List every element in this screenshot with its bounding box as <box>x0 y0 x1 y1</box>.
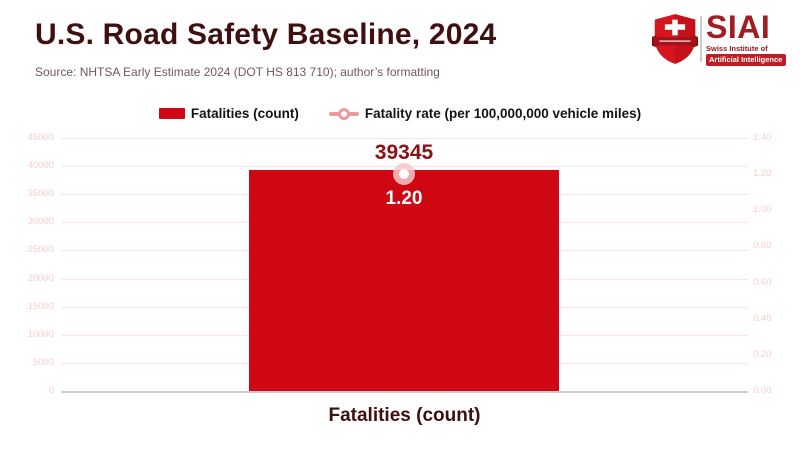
legend-label: Fatalities (count) <box>190 106 299 121</box>
legend-label: Fatality rate (per 100,000,000 vehicle m… <box>364 106 642 121</box>
left-axis-tick: 20000 <box>27 272 54 284</box>
left-axis-tick: 10000 <box>27 328 54 340</box>
fatality-rate-marker <box>393 163 415 186</box>
left-axis-tick: 0 <box>48 385 54 396</box>
right-axis-tick: 0.00 <box>753 385 772 396</box>
left-axis-tick: 15000 <box>27 300 54 312</box>
right-axis-tick: 0.20 <box>753 348 772 360</box>
line-dot-icon <box>328 107 359 120</box>
left-axis-tick: 25000 <box>27 244 54 256</box>
x-axis-title: Fatalities (count) <box>328 405 481 426</box>
right-axis-tick: 1.20 <box>753 168 772 180</box>
right-axis-tick: 1.40 <box>753 132 772 143</box>
legend: Fatalities (count) Fatality rate (per 10… <box>0 106 800 121</box>
right-axis-tick: 1.00 <box>753 204 772 216</box>
logo-subtitle-line1: Swiss Institute of <box>706 44 768 53</box>
left-axis-tick: 5000 <box>32 356 54 368</box>
h-gridline <box>61 138 748 139</box>
siai-logo: SIAI Swiss Institute of Artificial Intel… <box>652 9 787 67</box>
legend-item-fatality-rate[interactable]: Fatality rate (per 100,000,000 vehicle m… <box>328 106 642 121</box>
source-note: Source: NHTSA Early Estimate 2024 (DOT H… <box>35 65 440 79</box>
left-axis-tick: 40000 <box>27 160 54 172</box>
x-axis-line <box>61 391 748 393</box>
siai-shield-icon <box>652 14 698 64</box>
right-axis-tick: 0.40 <box>753 312 772 324</box>
right-axis-tick: 0.60 <box>753 276 772 288</box>
left-axis-tick: 30000 <box>27 216 54 228</box>
legend-item-fatalities[interactable]: Fatalities (count) <box>158 106 299 121</box>
page-title: U.S. Road Safety Baseline, 2024 <box>35 18 497 51</box>
fatalities-bar <box>249 169 559 391</box>
bar-value-label: 39345 <box>374 140 434 164</box>
logo-divider <box>700 16 702 62</box>
logo-acronym: SIAI <box>706 9 771 45</box>
left-axis-tick: 45000 <box>27 132 54 143</box>
plot-area: 39345 1.20 45000 40000 35000 30000 25000 2000… <box>0 132 800 396</box>
rate-value-label: 1.20 <box>385 188 423 210</box>
left-axis-tick: 35000 <box>27 188 54 200</box>
logo-subtitle-line2: Artificial Intelligence <box>706 54 787 66</box>
bar-swatch-icon <box>158 108 185 119</box>
right-axis-tick: 0.80 <box>753 240 772 252</box>
